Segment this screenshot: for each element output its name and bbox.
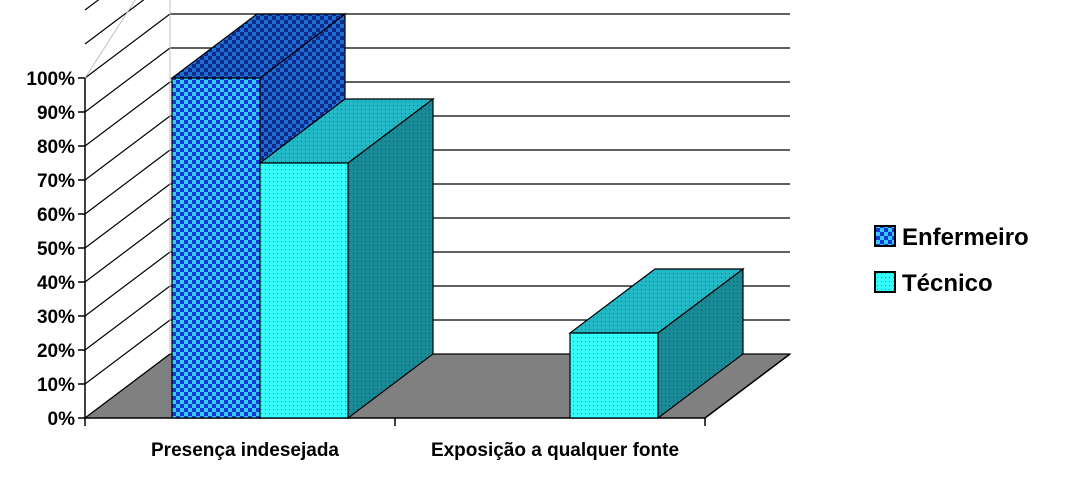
y-tick-label: 50% [37,239,75,260]
legend-swatch [874,271,896,293]
legend-item-1: Técnico [874,270,993,297]
floor-right-edge [704,353,791,419]
y-tick-label: 0% [48,409,76,430]
bar-front [569,332,659,419]
legend-swatch [874,225,896,247]
y-tick-label: 60% [37,205,75,226]
gridline-11 [84,0,145,45]
y-tick-label: 10% [37,375,75,396]
side-wall-edge [84,0,136,79]
y-tick-label: 100% [26,69,75,90]
legend-item-0: Enfermeiro [874,224,1029,251]
y-tick-label: 70% [37,171,75,192]
y-tick-label: 90% [37,103,75,124]
category-label-0: Presença indesejada [151,440,339,461]
y-tick-label: 30% [37,307,75,328]
category-label-1: Exposição a qualquer fonte [431,440,679,461]
legend-label: Enfermeiro [902,224,1029,251]
y-tick-label: 40% [37,273,75,294]
bar-front [259,162,349,419]
bar-front [171,77,261,419]
bar-tcnico-1 [568,267,745,420]
bar-tcnico-0 [258,97,435,420]
legend-label: Técnico [902,270,993,297]
gridline-12 [84,0,100,11]
y-tick-label: 80% [37,137,75,158]
y-tick-label: 20% [37,341,75,362]
